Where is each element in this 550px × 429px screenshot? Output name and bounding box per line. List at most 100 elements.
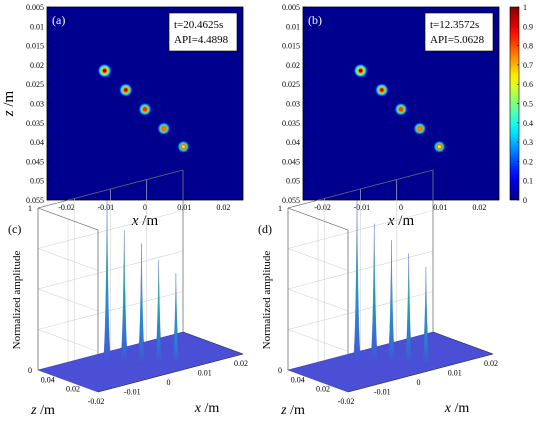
colorbar-tick-label: 0.5 [523,100,533,109]
y-tick-label: 0.04 [41,375,55,384]
focus-core [103,69,107,73]
box-edge [287,207,349,231]
heatmap-panel-a: (a) t=20.4625s API=4.4898 -0.02 -0.01 0 0.01 0.… [1,3,244,229]
info-box [168,12,238,52]
amplitude-peak [352,200,362,363]
panel-label: (b) [308,13,322,27]
x-tick-label: 0 [417,378,421,387]
focus-core [418,126,422,131]
box-edge [37,207,99,231]
amplitude-peak [171,273,181,365]
axis-line [97,353,244,393]
focus-core [143,107,147,111]
x-tick-label: 0 [143,203,147,212]
y-tick-label: 0.055 [26,196,44,205]
x-tick-label: 0.01 [433,203,447,212]
z-axis-label: Normalized amplitude [261,251,273,350]
colorbar-tick-label: 0.7 [523,61,533,70]
x-axis-label: x /m [387,213,415,229]
y-tick-label: 0.055 [282,196,300,205]
x-tick-label: -0.02 [88,397,105,406]
box-edge [287,169,434,209]
amplitude-peak [102,200,112,363]
y-axis-label: z /m [30,403,55,418]
y-tick-label: 0.035 [26,119,44,128]
x-axis-label: x /m [444,401,470,416]
y-tick-label: 0.04 [30,138,44,147]
x-axis-label: x /m [194,401,220,416]
colorbar-tick-label: 1 [523,3,527,12]
y-axis-label: z /m [280,403,305,418]
focus-core [124,88,128,92]
z-tick-label: 0 [28,366,32,375]
focus-core [359,69,363,73]
amplitude-peak [421,266,431,365]
x-tick-label: 0.02 [484,359,498,368]
x-tick-label: 0.02 [234,359,248,368]
x-tick-label: -0.02 [338,397,355,406]
y-tick-label: 0.02 [66,385,80,394]
amplitude-peak [119,230,129,364]
surface-panel-d: -0.02 -0.01 0 0.01 0.02 0.04 0.02 0 1 (d) Normaliz… [258,169,498,418]
y-tick-label: 0.05 [30,177,44,186]
y-tick-label: 0.02 [316,385,330,394]
grid-line [37,250,184,290]
x-tick-label: -0.01 [97,203,114,212]
grid-line [37,210,184,249]
x-tick-label: -0.02 [314,203,331,212]
y-tick-label: 0.01 [286,22,300,31]
y-tick-label: 0.015 [282,42,300,51]
x-tick-label: 0.02 [216,203,230,212]
colorbar-tick-label: 0.6 [523,80,533,89]
y-tick-label: 0.04 [286,138,300,147]
axis-line [347,353,494,393]
info-line: API=4.4898 [174,34,229,46]
colorbar-tick-label: 0.3 [523,138,533,147]
amplitude-peak [387,240,396,364]
y-tick-label: 0.045 [26,157,44,166]
x-tick-label: 0.01 [177,203,191,212]
focus-core [162,126,166,131]
z-tick-label: 1 [278,204,282,213]
x-axis-label: x /m [131,213,159,229]
amplitude-peak [404,253,414,364]
axis-line [432,331,494,355]
panel-label: (d) [258,222,272,236]
amplitude-peak [369,223,379,364]
y-axis-label: z /m [1,90,17,117]
colorbar: 0 0.1 0.2 0.3 0.4 0.5 0.6 0.7 0.8 0.9 1 [509,3,533,205]
y-tick-label: 0.035 [282,119,300,128]
y-tick-label: 0.005 [282,3,300,12]
x-tick-label: 0 [167,378,171,387]
x-tick-label: 0 [399,203,403,212]
colorbar-tick-label: 0.2 [523,157,533,166]
x-tick-label: -0.01 [353,203,370,212]
amplitude-peak [137,243,146,364]
focus-core [181,145,186,149]
info-line: t=12.3572s [430,19,479,31]
colorbar-tick-label: 0.8 [523,42,533,51]
focus-core [437,145,442,149]
x-tick-label: 0.01 [448,369,462,378]
panel-label: (c) [8,222,21,236]
y-tick-label: 0.04 [291,375,305,384]
y-tick-label: 0.01 [30,22,44,31]
y-tick-label: 0.03 [286,100,300,109]
y-tick-label: 0.02 [286,61,300,70]
colorbar-tick-label: 0.4 [523,119,533,128]
y-tick-label: 0.025 [26,80,44,89]
x-tick-label: 0.02 [472,203,486,212]
z-tick-label: 0 [278,366,282,375]
y-tick-label: 0.03 [30,100,44,109]
info-line: t=20.4625s [174,19,223,31]
y-tick-label: 0.02 [30,61,44,70]
x-tick-label: -0.02 [58,203,75,212]
x-tick-label: -0.01 [374,388,391,397]
focus-core [399,107,403,111]
x-tick-label: 0.01 [198,369,212,378]
heatmap-panel-b: (b) t=12.3572s API=5.0628 -0.02 -0.01 0 0.01 0.… [282,3,500,229]
x-tick-label: -0.01 [124,388,141,397]
surface-panel-c: -0.02 -0.01 0 0.01 0.02 0.04 0.02 0 1 (c) Normaliz… [8,169,248,418]
y-tick-label: 0.025 [282,80,300,89]
y-tick-label: 0.005 [26,3,44,12]
